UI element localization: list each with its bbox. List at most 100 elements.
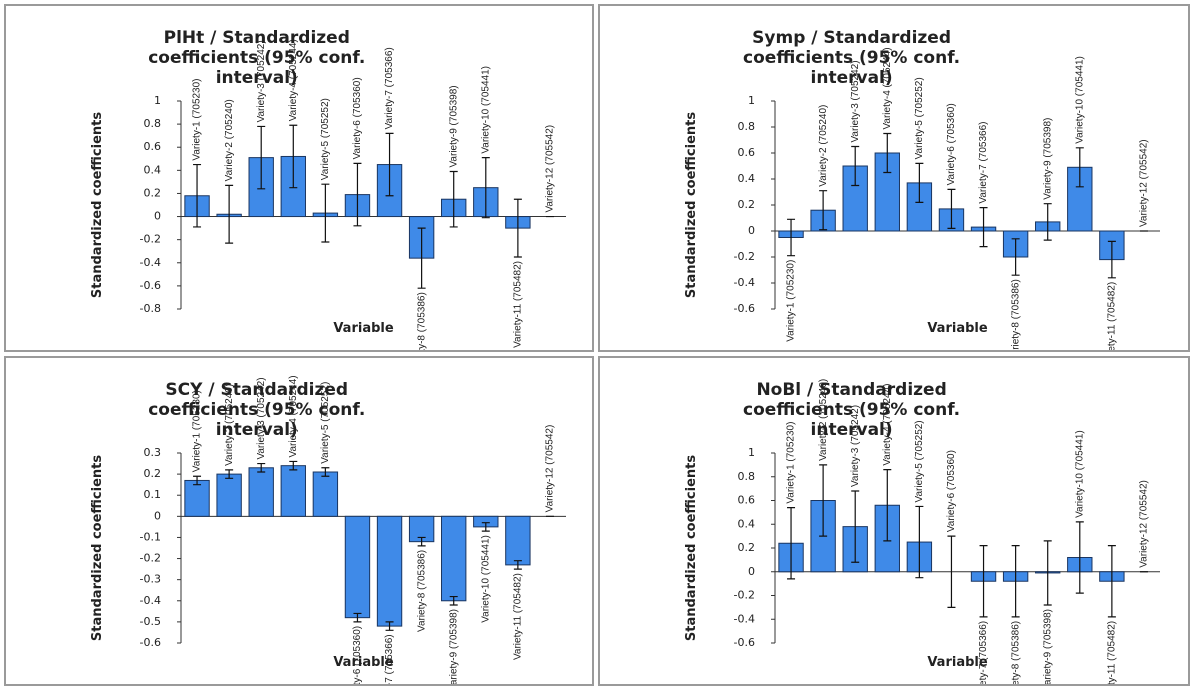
error-bar (1075, 147, 1084, 188)
error-bar (787, 507, 796, 580)
error-bar (513, 560, 522, 570)
y-tick-label: -0.1 (140, 530, 161, 543)
error-bar (257, 462, 266, 473)
error-bar (449, 595, 458, 606)
y-tick-label: 0 (154, 210, 161, 223)
y-tick-label: 0.4 (144, 163, 162, 176)
error-bar (481, 157, 490, 219)
error-bar (1011, 545, 1020, 618)
x-tick-label: Variety-12 (705542) (545, 425, 556, 513)
y-tick-label: 0.8 (738, 470, 756, 483)
y-tick-label: 0.1 (144, 488, 162, 501)
error-bar (481, 522, 490, 532)
chart-panel: SCY / Standardized coefficients (95% con… (4, 356, 594, 686)
y-tick-label: 0.8 (144, 117, 162, 130)
x-tick-label: Variety-4 (705244) (882, 47, 893, 129)
x-tick-label: Variety-8 (705386) (1010, 279, 1021, 350)
y-tick-label: -0.4 (734, 612, 755, 625)
y-tick-label: -0.6 (140, 636, 161, 649)
x-tick-label: Variety-12 (705542) (1139, 139, 1150, 227)
chart: -0.6 -0.4 -0.2 0 0.2 0.4 0.6 0.8 1 Variety-1 (705… (684, 47, 1160, 350)
x-tick-label: Variety-8 (705386) (416, 292, 427, 350)
y-tick-label: -0.5 (140, 615, 161, 628)
x-tick-label: Variety-12 (705542) (1139, 480, 1150, 568)
error-bar (787, 218, 796, 257)
y-tick-label: -0.2 (734, 250, 755, 263)
error-bar (1107, 240, 1116, 279)
error-bar (883, 469, 892, 542)
x-tick-label: Variety-3 (705242) (256, 377, 267, 459)
x-tick-label: Variety-10 (705441) (480, 535, 491, 623)
error-bar (883, 132, 892, 174)
y-tick-label: -0.8 (140, 302, 161, 315)
y-tick-label: 0.4 (738, 172, 756, 185)
x-tick-label: Variety-8 (705386) (416, 550, 427, 632)
y-tick-label: 0 (154, 509, 161, 522)
chart: -0.6 -0.5 -0.4 -0.3 -0.2 -0.1 0 0.1 0.2 0.3 Variet… (90, 375, 566, 684)
x-tick-label: Variety-1 (705230) (786, 422, 797, 504)
error-bar (289, 124, 298, 189)
y-tick-label: 0.8 (738, 120, 756, 133)
chart-panel: PlHt / Standardized coefficients (95% co… (4, 4, 594, 352)
y-tick-label: -0.4 (140, 594, 161, 607)
x-tick-label: Variety-9 (705398) (1042, 118, 1053, 200)
x-tick-label: Variety-4 (705244) (288, 375, 299, 457)
error-bar (851, 145, 860, 187)
bar (505, 515, 531, 566)
bar (344, 515, 371, 619)
x-tick-label: Variety-6 (705360) (946, 103, 957, 185)
y-tick-label: 0.4 (738, 517, 756, 530)
chart-panel: Symp / Standardized coefficients (95% co… (598, 4, 1190, 352)
error-bar (353, 612, 362, 623)
y-tick-label: 0.6 (738, 146, 756, 159)
bar (248, 467, 274, 517)
x-axis-title: Variable (333, 655, 394, 670)
y-axis-title: Standardized coefficients (90, 455, 105, 641)
error-bar (819, 464, 828, 537)
y-tick-label: -0.6 (140, 279, 161, 292)
error-bar (1075, 521, 1084, 594)
error-bar (979, 545, 988, 618)
error-bar (193, 163, 202, 228)
y-tick-label: -0.4 (140, 256, 161, 269)
y-tick-label: -0.2 (734, 589, 755, 602)
x-tick-label: Variety-2 (705240) (818, 379, 829, 461)
error-bar (1107, 545, 1116, 618)
x-tick-label: Variety-10 (705441) (1074, 430, 1085, 518)
x-tick-label: Variety-9 (705398) (448, 85, 459, 167)
bar (216, 473, 242, 517)
chart-title: Symp / Standardized coefficients (95% co… (743, 28, 961, 88)
x-tick-label: Variety-1 (705230) (786, 260, 797, 342)
y-tick-label: 0 (748, 224, 755, 237)
y-tick-label: -0.2 (140, 233, 161, 246)
y-tick-label: 0.2 (738, 541, 756, 554)
x-tick-label: Variety-11 (705482) (513, 573, 524, 660)
y-tick-label: -0.3 (140, 573, 161, 586)
error-bar (915, 505, 924, 579)
x-tick-label: Variety-4 (705244) (288, 39, 299, 121)
y-tick-label: 0.6 (738, 494, 756, 507)
chart-title: SCY / Standardized coefficients (95% con… (148, 380, 366, 440)
x-tick-label: Variety-5 (705252) (914, 77, 925, 159)
x-tick-label: Variety-12 (705542) (545, 125, 556, 213)
bar (312, 471, 339, 517)
x-tick-label: Variety-6 (705360) (946, 450, 957, 532)
x-tick-label: Variety-5 (705252) (320, 98, 331, 180)
error-bar (385, 621, 394, 631)
error-bar (947, 188, 956, 229)
x-tick-label: Variety-3 (705242) (850, 60, 861, 142)
error-bar (915, 162, 924, 203)
x-tick-label: Variety-10 (705441) (1074, 56, 1085, 144)
y-tick-label: -0.2 (140, 552, 161, 565)
y-tick-label: 0.2 (144, 467, 162, 480)
x-tick-label: Variety-11 (705482) (513, 261, 524, 348)
chart-title: NoBl / Standardized coefficients (95% co… (743, 380, 961, 440)
error-bar (257, 125, 266, 190)
chart-title: PlHt / Standardized coefficients (95% co… (148, 28, 366, 88)
x-tick-label: Variety-9 (705398) (448, 609, 459, 684)
chart: -0.6 -0.4 -0.2 0 0.2 0.4 0.6 0.8 1 Variety-1 (705… (684, 379, 1160, 684)
error-bar (225, 469, 234, 479)
x-tick-label: Variety-7 (705366) (384, 47, 395, 129)
bar (376, 515, 403, 627)
